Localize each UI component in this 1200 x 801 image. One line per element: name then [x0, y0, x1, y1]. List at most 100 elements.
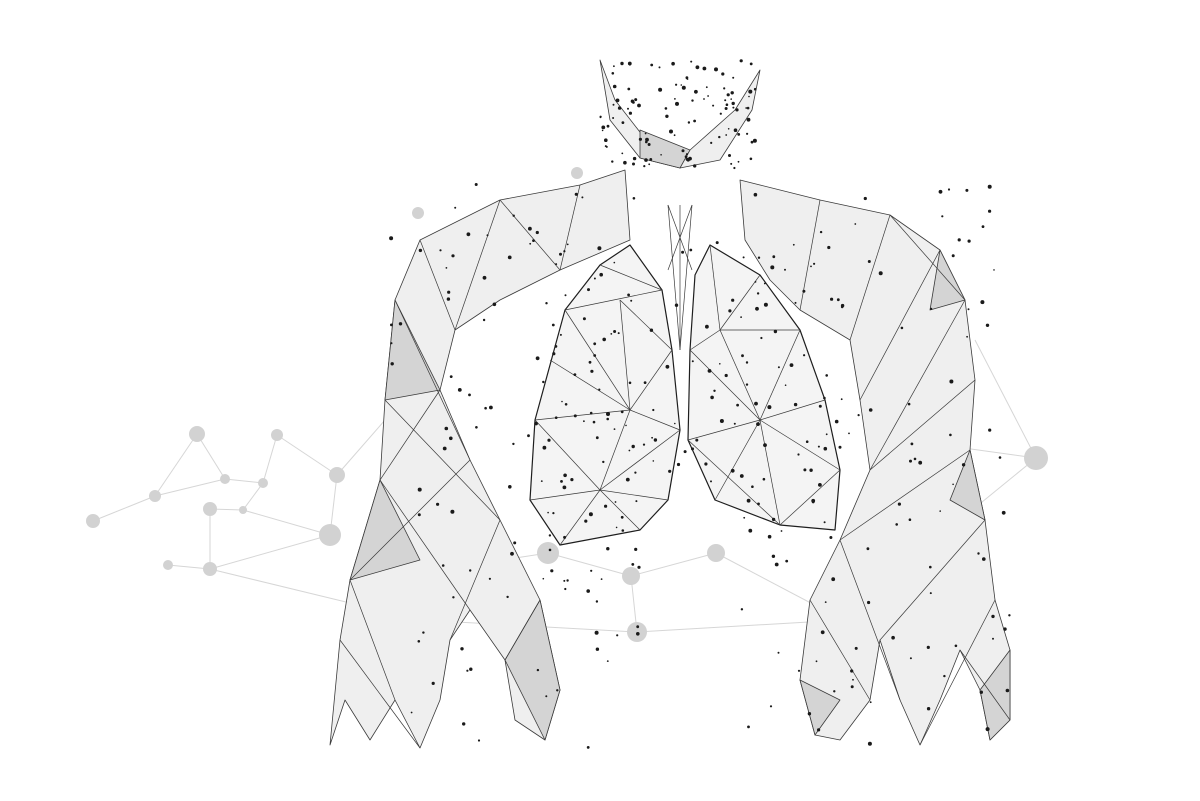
- speck: [913, 457, 917, 461]
- speck: [612, 84, 617, 89]
- edge: [339, 639, 421, 749]
- speck: [900, 326, 904, 330]
- speck: [850, 685, 854, 689]
- speck: [635, 500, 638, 503]
- speck: [721, 72, 725, 76]
- speck: [598, 388, 601, 391]
- speck: [746, 106, 750, 110]
- speck: [749, 157, 753, 161]
- speck: [695, 65, 700, 70]
- speck: [909, 657, 912, 660]
- speck: [763, 443, 767, 447]
- speck: [797, 669, 801, 672]
- edge: [349, 459, 471, 581]
- speckles: [389, 59, 1011, 749]
- edge: [499, 199, 561, 271]
- speck: [506, 595, 509, 599]
- speck: [561, 400, 563, 403]
- edge: [719, 329, 761, 421]
- speck: [451, 254, 455, 258]
- speck: [542, 577, 545, 580]
- speck: [588, 360, 592, 364]
- lung-outline: [687, 244, 841, 531]
- speck: [510, 551, 514, 556]
- speck: [631, 563, 635, 566]
- edge: [759, 419, 781, 526]
- speck: [606, 412, 610, 416]
- left-lung: [529, 244, 681, 546]
- speck: [460, 647, 464, 651]
- speck: [789, 363, 794, 367]
- node: [149, 490, 161, 502]
- speck: [747, 725, 750, 729]
- speck: [628, 111, 633, 115]
- speck: [582, 317, 586, 321]
- speck: [951, 254, 955, 258]
- speck: [563, 250, 566, 253]
- speck: [748, 89, 753, 94]
- speck: [724, 99, 727, 102]
- speck: [834, 419, 839, 424]
- speck: [748, 95, 750, 98]
- edge: [959, 649, 1011, 721]
- speck: [532, 239, 535, 243]
- link: [630, 552, 717, 577]
- speck: [949, 433, 952, 437]
- speck: [988, 428, 992, 432]
- edge: [599, 489, 641, 531]
- speck: [929, 592, 932, 595]
- speck: [653, 438, 658, 442]
- speck: [823, 446, 828, 451]
- speck: [673, 134, 676, 137]
- edge: [759, 419, 841, 471]
- node: [1024, 446, 1048, 470]
- speck: [753, 192, 758, 197]
- edge: [534, 409, 631, 421]
- speck: [559, 252, 562, 256]
- speck: [637, 103, 641, 108]
- link: [154, 478, 226, 497]
- edge: [454, 199, 501, 331]
- link: [224, 478, 264, 484]
- edge: [709, 244, 721, 331]
- speck: [617, 332, 620, 335]
- speck: [628, 449, 631, 452]
- speck: [650, 63, 654, 67]
- speck: [793, 402, 798, 407]
- speck: [926, 645, 930, 650]
- speck: [752, 138, 757, 143]
- speck: [468, 393, 471, 397]
- speck: [794, 301, 797, 304]
- speck: [741, 354, 744, 358]
- speck: [773, 329, 778, 334]
- speck: [660, 154, 662, 156]
- speck: [691, 99, 694, 102]
- speck: [785, 559, 789, 563]
- speck: [740, 316, 742, 318]
- speck: [540, 480, 543, 482]
- speck: [542, 445, 547, 450]
- speck: [564, 403, 568, 406]
- speck: [602, 460, 605, 464]
- speck: [489, 405, 493, 410]
- link: [547, 552, 632, 577]
- speck: [617, 106, 622, 110]
- edge: [619, 299, 631, 411]
- speck: [512, 214, 515, 217]
- speck: [548, 534, 552, 537]
- speck: [606, 124, 610, 128]
- speck: [676, 462, 681, 467]
- speck: [477, 739, 481, 742]
- speck: [992, 637, 994, 640]
- speck: [725, 103, 729, 106]
- speck: [683, 450, 687, 454]
- speck: [730, 98, 732, 100]
- speck: [802, 289, 806, 293]
- speck: [548, 548, 552, 552]
- speck: [756, 422, 760, 426]
- speck: [719, 419, 724, 423]
- link: [262, 434, 278, 484]
- edge: [549, 359, 631, 411]
- speck: [687, 121, 691, 124]
- speck: [671, 61, 675, 66]
